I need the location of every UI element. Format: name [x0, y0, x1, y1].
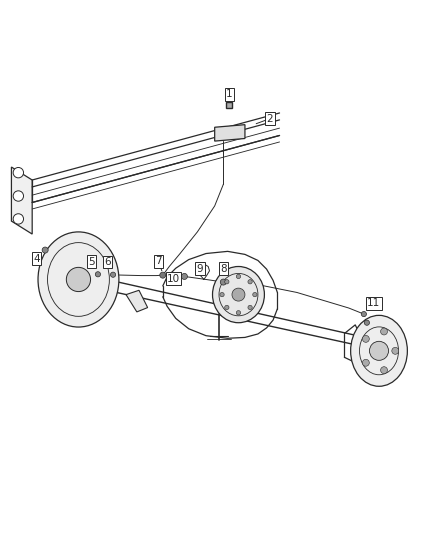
Circle shape: [248, 305, 252, 310]
Circle shape: [181, 273, 187, 279]
Circle shape: [361, 311, 367, 317]
Text: 5: 5: [88, 257, 95, 266]
Text: 1: 1: [226, 90, 233, 99]
Circle shape: [220, 293, 224, 297]
Circle shape: [236, 274, 240, 279]
Circle shape: [42, 247, 48, 253]
Text: 10: 10: [167, 273, 180, 284]
Text: 9: 9: [197, 264, 203, 273]
Circle shape: [225, 305, 229, 310]
Text: 11: 11: [367, 298, 381, 308]
Circle shape: [95, 272, 100, 277]
Circle shape: [220, 279, 226, 285]
Circle shape: [392, 348, 399, 354]
Text: 2: 2: [267, 114, 273, 124]
Circle shape: [13, 214, 24, 224]
Circle shape: [381, 367, 388, 374]
Circle shape: [236, 311, 240, 315]
Circle shape: [66, 268, 91, 292]
Circle shape: [381, 328, 388, 335]
Circle shape: [370, 341, 389, 360]
Circle shape: [253, 293, 257, 297]
Text: 7: 7: [155, 256, 162, 266]
Ellipse shape: [351, 316, 407, 386]
Circle shape: [13, 191, 24, 201]
Polygon shape: [11, 167, 32, 234]
Circle shape: [13, 167, 24, 178]
Circle shape: [110, 272, 116, 277]
Circle shape: [248, 280, 252, 284]
Text: 4: 4: [33, 254, 40, 264]
Polygon shape: [215, 125, 245, 141]
Text: 6: 6: [104, 257, 111, 267]
Circle shape: [232, 288, 245, 301]
Ellipse shape: [38, 232, 119, 327]
Circle shape: [225, 280, 229, 284]
Polygon shape: [126, 290, 148, 312]
Ellipse shape: [212, 266, 265, 322]
Circle shape: [362, 359, 369, 366]
Circle shape: [160, 272, 166, 278]
Circle shape: [362, 335, 369, 342]
Text: 8: 8: [220, 264, 226, 273]
Circle shape: [364, 320, 370, 325]
